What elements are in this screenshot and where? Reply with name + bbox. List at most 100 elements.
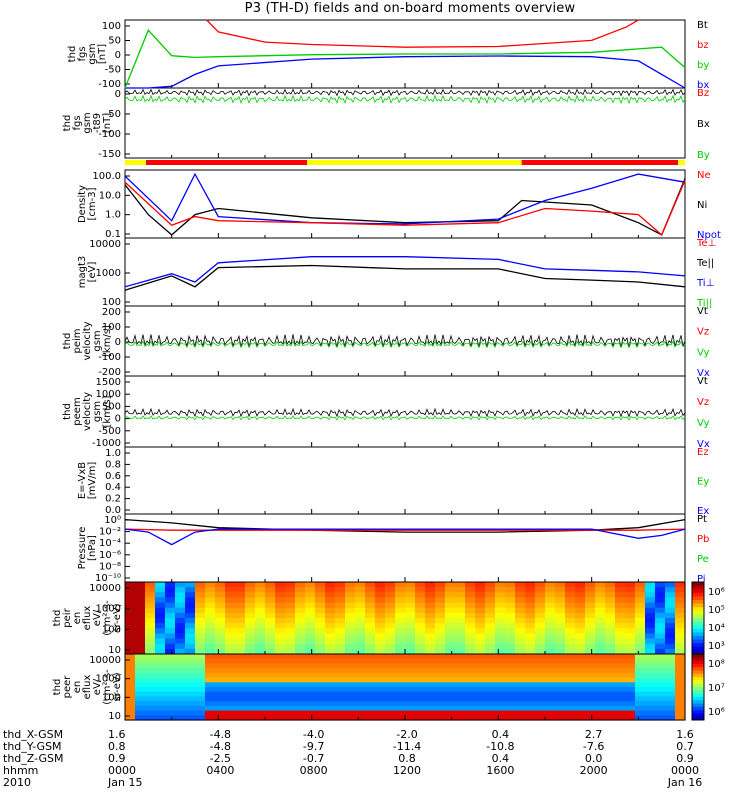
peir-spectrogram-cell (235, 607, 246, 614)
peir-spectrogram-cell (445, 582, 456, 588)
peir-spectrogram-cell (375, 623, 386, 629)
peer-spectrogram-cell (465, 710, 476, 716)
peir-spectrogram-cell (205, 587, 216, 593)
peir-spectrogram-cell (295, 597, 306, 604)
peir-spectrogram-cell (185, 628, 196, 635)
peir-spectrogram-cell (425, 592, 436, 599)
fgs_t89-tick-label: -100 (98, 129, 121, 140)
peer-spectrogram-cell (375, 696, 386, 702)
peer-spectrogram-cell (595, 710, 606, 716)
peer-spectrogram-cell (365, 682, 376, 688)
peir-spectrogram-cell (595, 612, 606, 619)
peer-spectrogram-cell (165, 710, 176, 716)
peer-spectrogram-cell (525, 677, 536, 683)
peir-spectrogram-cell (145, 623, 156, 629)
peir-spectrogram-cell (305, 602, 316, 609)
peer-spectrogram-cell (525, 696, 536, 702)
peer-spectrogram-cell (595, 658, 606, 665)
peer-spectrogram-cell (635, 687, 646, 693)
peir-spectrogram-cell (285, 633, 296, 640)
peer-spectrogram-cell (175, 654, 186, 660)
peir-spectrogram-cell (305, 633, 316, 640)
peer-spectrogram-cell (625, 663, 636, 669)
peer-spectrogram-cell (395, 682, 406, 688)
peir-spectrogram-cell (315, 607, 326, 614)
peir-spectrogram-cell (555, 587, 566, 593)
density-ylabel: [cm-3] (87, 187, 98, 220)
peer-spectrogram-cell (495, 668, 506, 674)
peer-spectrogram-cell (385, 663, 396, 669)
peer-spectrogram-cell (195, 715, 206, 721)
peer-spectrogram-cell (335, 691, 346, 698)
peir-spectrogram-cell (475, 607, 486, 614)
peem_velocity-tick-label: 1000 (96, 389, 121, 400)
peer-spectrogram-cell (285, 672, 296, 679)
peir-spectrogram-cell (185, 643, 196, 650)
peir-spectrogram-cell (595, 582, 606, 588)
peer-spectrogram-cell (665, 654, 676, 660)
peer_eflux-colorbar-cell (692, 710, 704, 714)
peer-spectrogram-cell (145, 696, 156, 702)
peir-spectrogram-cell (165, 607, 176, 614)
peir-spectrogram-cell (135, 643, 146, 650)
peir-spectrogram-cell (475, 648, 486, 655)
peir-spectrogram-cell (385, 587, 396, 593)
peir-spectrogram-cell (445, 592, 456, 599)
peir_eflux-colorbar-cell (692, 628, 704, 633)
peer-spectrogram-cell (245, 668, 256, 674)
peer-spectrogram-cell (415, 668, 426, 674)
peir-spectrogram-cell (425, 623, 436, 629)
peir-spectrogram-cell (375, 592, 386, 599)
peir-spectrogram-cell (535, 628, 546, 635)
peir-spectrogram-cell (385, 638, 396, 645)
peir-spectrogram-cell (355, 638, 366, 645)
peer-spectrogram-cell (475, 658, 486, 665)
peer-spectrogram-cell (205, 715, 216, 721)
peer-spectrogram-cell (295, 663, 306, 669)
peer-spectrogram-cell (465, 701, 476, 707)
peer-spectrogram-cell (555, 682, 566, 688)
peir-spectrogram-cell (215, 633, 226, 640)
peir-spectrogram-cell (335, 638, 346, 645)
peer-spectrogram-cell (545, 701, 556, 707)
peir-spectrogram-cell (445, 612, 456, 619)
peir_eflux-colorbar-cell (692, 650, 704, 655)
peer-spectrogram-cell (395, 691, 406, 698)
peer-spectrogram-cell (275, 701, 286, 707)
peer-spectrogram-cell (665, 701, 676, 707)
density-series-Ni (124, 178, 686, 236)
peir-spectrogram-cell (365, 602, 376, 609)
peer-spectrogram-cell (335, 672, 346, 679)
peer-spectrogram-cell (455, 705, 466, 712)
peer-spectrogram-cell (625, 696, 636, 702)
peir-spectrogram-cell (445, 597, 456, 604)
peir-spectrogram-cell (295, 602, 306, 609)
peer-spectrogram-cell (645, 701, 656, 707)
peir-spectrogram-cell (295, 638, 306, 645)
peer-spectrogram-cell (305, 658, 316, 665)
peer-spectrogram-cell (185, 710, 196, 716)
peer-spectrogram-cell (475, 682, 486, 688)
peir-spectrogram-cell (155, 623, 166, 629)
peer-spectrogram-cell (465, 687, 476, 693)
peem_velocity-legend-1: Vz (697, 397, 709, 408)
fgs_t89-ylabel: -t89 (92, 113, 103, 133)
peer-spectrogram-cell (495, 710, 506, 716)
peir-spectrogram-cell (235, 628, 246, 635)
peir-spectrogram-cell (245, 633, 256, 640)
peer-spectrogram-cell (415, 654, 426, 660)
peir-spectrogram-cell (345, 628, 356, 635)
peir-spectrogram-cell (155, 643, 166, 650)
peer-spectrogram-cell (525, 658, 536, 665)
peer-spectrogram-cell (435, 663, 446, 669)
peer-spectrogram-cell (195, 677, 206, 683)
peer-spectrogram-cell (555, 701, 566, 707)
peir-spectrogram-cell (185, 618, 196, 624)
peer-spectrogram-cell (475, 677, 486, 683)
peir-spectrogram-cell (405, 612, 416, 619)
peir-spectrogram-cell (515, 638, 526, 645)
peir-spectrogram-cell (475, 643, 486, 650)
peir-spectrogram-cell (255, 628, 266, 635)
peer-spectrogram-cell (195, 710, 206, 716)
peir-spectrogram-cell (275, 648, 286, 655)
